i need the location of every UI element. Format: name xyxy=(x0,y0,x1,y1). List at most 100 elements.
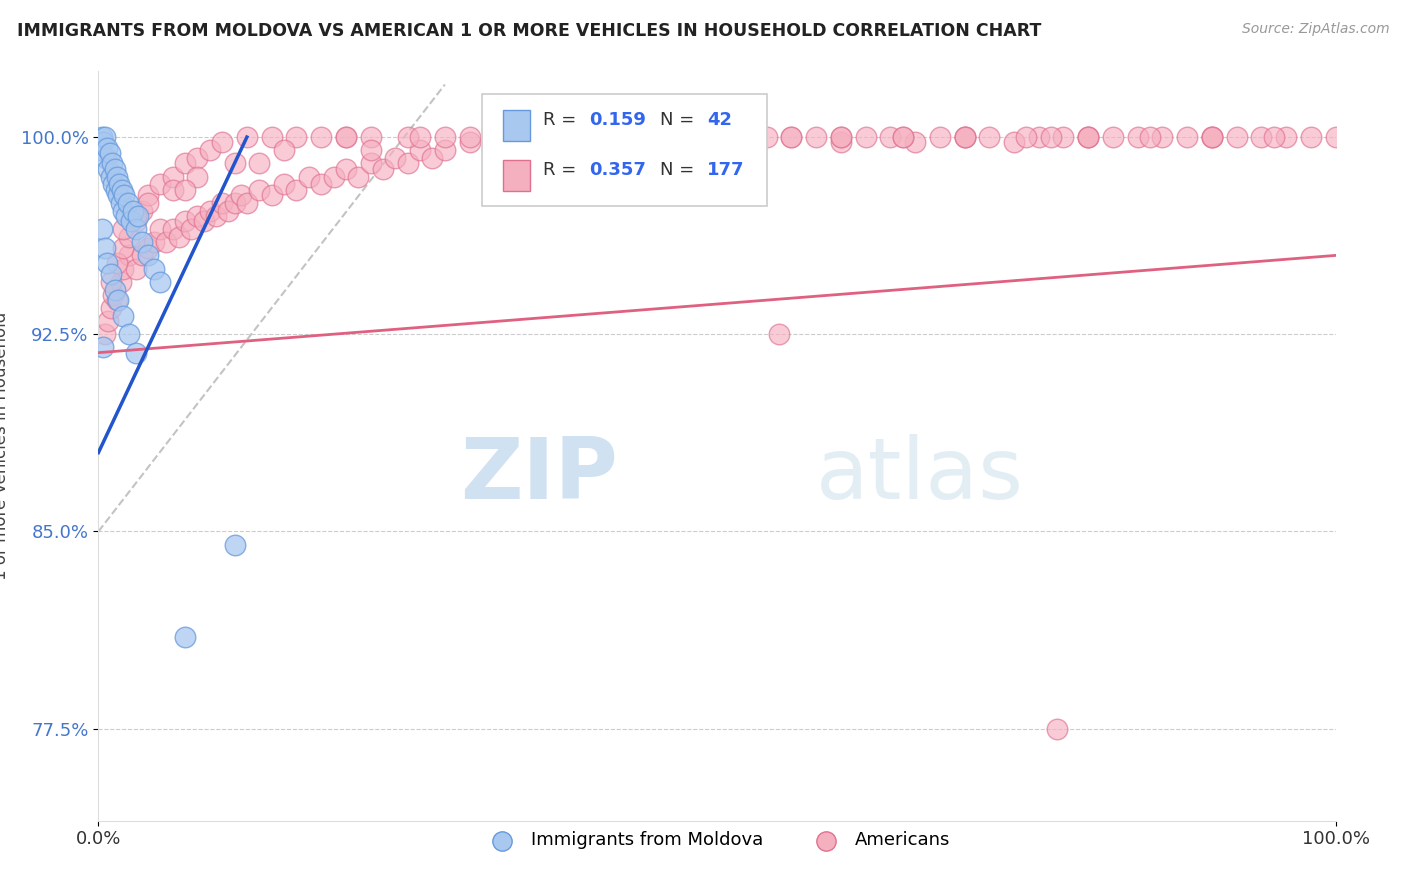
Point xyxy=(217,203,239,218)
Point xyxy=(103,288,125,302)
Point xyxy=(1077,130,1099,145)
Point xyxy=(120,214,142,228)
Point xyxy=(409,130,432,145)
Point xyxy=(396,130,419,145)
Point xyxy=(928,130,950,145)
Point xyxy=(1028,130,1050,145)
Text: Source: ZipAtlas.com: Source: ZipAtlas.com xyxy=(1241,22,1389,37)
Point xyxy=(162,169,184,184)
Point xyxy=(309,130,332,145)
Point xyxy=(360,156,382,170)
Point xyxy=(211,195,233,210)
Text: 0.159: 0.159 xyxy=(589,112,647,129)
Point xyxy=(631,130,654,145)
Point xyxy=(97,161,120,176)
Point xyxy=(155,235,177,250)
Point xyxy=(755,130,778,145)
Point xyxy=(224,195,246,210)
Point xyxy=(136,188,159,202)
Point xyxy=(768,327,790,342)
Point xyxy=(131,235,153,250)
Point xyxy=(582,136,605,150)
Point xyxy=(371,161,394,176)
Point xyxy=(1102,130,1125,145)
Point xyxy=(409,143,432,157)
Point xyxy=(100,169,122,184)
Y-axis label: 1 or more Vehicles in Household: 1 or more Vehicles in Household xyxy=(0,312,10,580)
Point xyxy=(105,169,128,184)
Point xyxy=(100,267,122,281)
Point xyxy=(891,130,914,145)
Point xyxy=(236,130,259,145)
Point xyxy=(347,169,370,184)
Point xyxy=(111,183,134,197)
Point xyxy=(167,230,190,244)
Point xyxy=(93,340,115,354)
Point xyxy=(97,314,120,328)
Point xyxy=(112,203,135,218)
Point xyxy=(533,130,555,145)
Point xyxy=(103,161,125,176)
Point xyxy=(107,293,129,307)
Point xyxy=(422,151,444,165)
Point xyxy=(458,130,481,145)
Point xyxy=(260,188,283,202)
Point xyxy=(953,130,976,145)
Point xyxy=(112,222,135,236)
Point xyxy=(681,130,703,145)
Text: R =: R = xyxy=(543,112,582,129)
Point xyxy=(180,222,202,236)
Point xyxy=(1052,130,1074,145)
Point xyxy=(484,130,506,145)
Point xyxy=(706,130,728,145)
Point xyxy=(105,293,128,307)
Point xyxy=(1139,130,1161,145)
Point xyxy=(112,309,135,323)
Point xyxy=(879,130,901,145)
Point xyxy=(855,130,877,145)
Point xyxy=(273,143,295,157)
Point xyxy=(247,156,270,170)
Point xyxy=(90,143,112,157)
Point xyxy=(122,203,145,218)
Point xyxy=(891,130,914,145)
Point xyxy=(229,188,252,202)
Point xyxy=(260,130,283,145)
Point xyxy=(96,140,118,154)
Point xyxy=(118,230,141,244)
Point xyxy=(706,130,728,145)
Point xyxy=(236,195,259,210)
Point xyxy=(458,136,481,150)
Point xyxy=(1324,130,1347,145)
Point xyxy=(706,130,728,145)
Point xyxy=(93,327,115,342)
Point xyxy=(607,130,630,145)
Point xyxy=(174,630,197,644)
Point xyxy=(360,143,382,157)
Point xyxy=(335,130,357,145)
Point xyxy=(103,178,125,192)
Point xyxy=(830,136,852,150)
Point xyxy=(1275,130,1298,145)
Point xyxy=(508,130,530,145)
Point xyxy=(582,130,605,145)
Point xyxy=(131,203,153,218)
Point xyxy=(127,209,149,223)
Point xyxy=(94,151,117,165)
Point xyxy=(174,183,197,197)
Point xyxy=(149,222,172,236)
Bar xyxy=(503,110,530,141)
Point xyxy=(136,195,159,210)
Text: IMMIGRANTS FROM MOLDOVA VS AMERICAN 1 OR MORE VEHICLES IN HOUSEHOLD CORRELATION : IMMIGRANTS FROM MOLDOVA VS AMERICAN 1 OR… xyxy=(17,22,1042,40)
Point xyxy=(136,248,159,262)
Point xyxy=(384,151,406,165)
Point xyxy=(108,178,131,192)
Point xyxy=(205,209,228,223)
Point xyxy=(830,130,852,145)
Point xyxy=(731,136,754,150)
Point xyxy=(91,130,114,145)
Text: atlas: atlas xyxy=(815,434,1024,517)
Point xyxy=(224,538,246,552)
Point xyxy=(1046,722,1069,736)
Point xyxy=(1175,130,1198,145)
